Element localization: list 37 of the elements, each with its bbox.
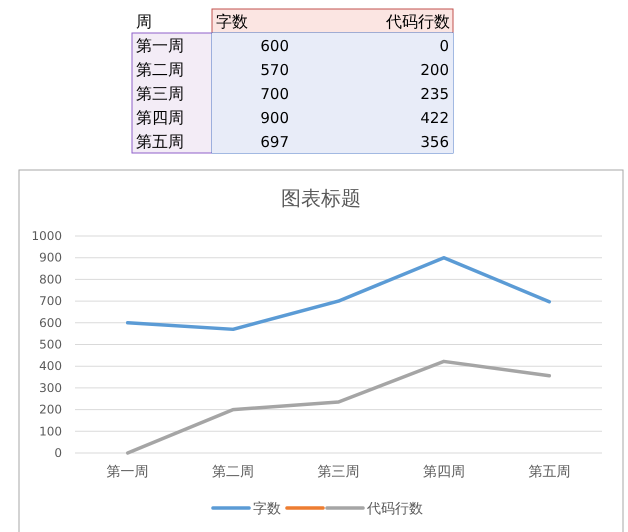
y-tick-label: 700 [39, 294, 62, 308]
y-tick-label: 第三周 [136, 84, 184, 103]
data-label: 356 [420, 133, 449, 151]
x-tick-label: 第四周 [422, 464, 465, 480]
legend-label: 代码行数 [366, 501, 423, 517]
y-tick-label: 0 [54, 446, 62, 460]
data-label: 235 [420, 85, 449, 103]
y-tick-label: 300 [39, 380, 62, 395]
line-series [126, 256, 552, 332]
data-label: 200 [420, 61, 449, 79]
legend-label: 字数 [253, 501, 281, 517]
y-tick-label: 第一周 [136, 36, 184, 55]
y-tick-label: 600 [39, 316, 62, 330]
data-label: 570 [260, 61, 289, 79]
text: 周 [136, 12, 152, 31]
data-label: 900 [260, 109, 289, 127]
y-tick-label: 900 [39, 250, 62, 265]
x-tick-label: 第一周 [106, 464, 149, 480]
x-tick-label: 第二周 [212, 464, 254, 480]
y-tick-label: 400 [39, 359, 62, 374]
y-tick-label: 500 [39, 338, 62, 352]
y-tick-label: 第四周 [136, 108, 184, 127]
data-label: 700 [260, 85, 289, 103]
y-tick-label: 200 [39, 402, 62, 417]
x-tick-label: 第三周 [318, 464, 360, 480]
y-tick-label: 800 [39, 272, 62, 286]
data-label: 600 [260, 37, 289, 55]
data-label: 697 [260, 133, 289, 151]
x-tick-label: 第五周 [528, 464, 570, 480]
line-series [126, 360, 552, 455]
data-label: 0 [439, 37, 449, 55]
y-tick-label: 第二周 [136, 60, 184, 79]
data-label: 422 [420, 109, 449, 127]
chart-title: 图表标题 [281, 186, 361, 210]
y-tick-label: 100 [39, 424, 62, 438]
y-tick-label: 第五周 [136, 132, 184, 151]
y-tick-label: 1000 [31, 229, 62, 243]
